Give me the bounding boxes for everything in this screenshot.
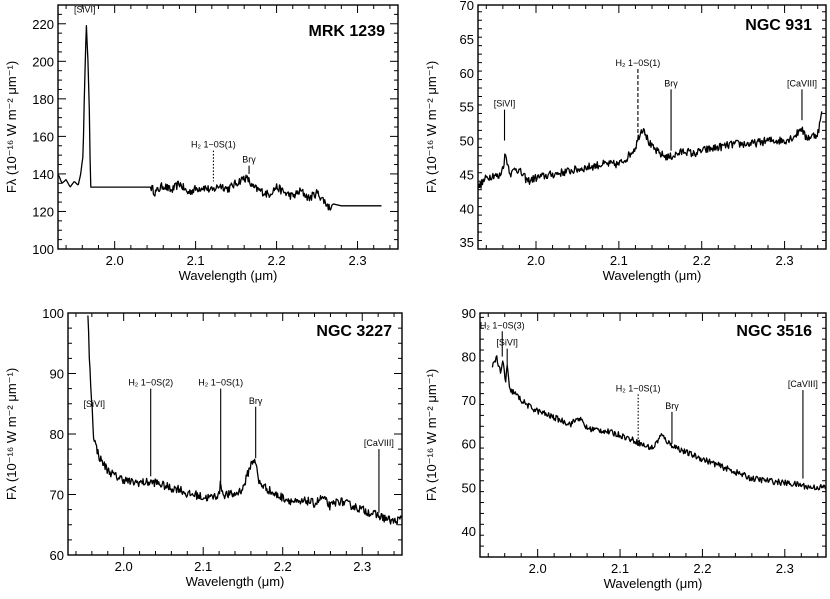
y-tick-label: 140 [32,167,54,182]
spectrum-line [478,111,823,190]
plot-frame [67,312,403,556]
line-label: Brγ [665,401,679,411]
x-axis-title: Wavelength (μm) [186,574,285,589]
spectrum-line [58,24,382,211]
x-tick-label: 2.0 [527,253,545,268]
y-tick-label: 100 [42,306,64,321]
y-tick-label: 55 [460,100,474,115]
panel-title: NGC 3516 [736,323,812,340]
y-tick-label: 70 [460,0,474,13]
x-tick-label: 2.2 [693,253,711,268]
x-tick-label: 2.0 [106,253,124,268]
y-tick-label: 70 [462,393,476,408]
y-tick-label: 220 [32,17,54,32]
line-label: [SiVI] [496,338,518,348]
y-tick-label: 40 [460,201,474,216]
y-tick-label: 80 [462,350,476,365]
line-label: [SiVI] [74,5,96,15]
plot-frame [57,4,399,250]
x-tick-label: 2.1 [194,559,212,574]
y-tick-label: 120 [32,204,54,219]
line-label: H₂ 1−0S(1) [616,383,661,393]
line-label: [CaVIII] [364,438,394,448]
y-tick-label: 70 [50,488,64,503]
panel-3: 2.0 2.1 2.2 2.3 60 70 80 90 100 Wavelength (μm) Fλ… [4,306,403,589]
line-label: H₂ 1−0S(1) [191,140,236,150]
x-tick-label: 2.1 [611,561,629,576]
line-label: H₂ 1−0S(1) [616,58,661,68]
line-label: Brγ [664,78,678,88]
y-axis-title: Fλ (10⁻¹⁶ W m⁻² μm⁻¹) [4,61,19,193]
panel-title: NGC 931 [745,17,812,34]
line-label: Brγ [242,155,256,165]
line-label: [CaVIII] [788,379,818,389]
y-tick-label: 90 [50,367,64,382]
y-tick-label: 100 [32,242,54,257]
y-tick-label: 65 [460,32,474,47]
y-axis-title: Fλ (10⁻¹⁶ W m⁻² μm⁻¹) [424,61,439,193]
y-tick-label: 60 [50,548,64,563]
y-tick-label: 50 [462,480,476,495]
y-tick-label: 180 [32,92,54,107]
plot-frame [477,4,827,250]
x-tick-label: 2.2 [268,253,286,268]
panel-title: NGC 3227 [316,323,392,340]
y-axis-title: Fλ (10⁻¹⁶ W m⁻² μm⁻¹) [424,369,439,501]
line-label: [SiVI] [83,399,105,409]
y-tick-label: 40 [462,524,476,539]
x-tick-label: 2.0 [115,559,133,574]
x-tick-label: 2.2 [693,561,711,576]
x-tick-label: 2.1 [187,253,205,268]
x-axis-title: Wavelength (μm) [603,268,702,283]
y-tick-label: 90 [462,306,476,321]
panel-1: 2.0 2.1 2.2 2.3 100 120 140 160 180 200 220 Wavelen… [4,4,399,283]
spectrum-line [87,315,402,526]
line-label: H₂ 1−0S(2) [128,378,173,388]
y-tick-label: 35 [460,235,474,250]
y-tick-label: 60 [462,437,476,452]
x-axis-title: Wavelength (μm) [179,268,278,283]
line-label: H₂ 1−0S(1) [198,378,243,388]
y-axis-title: Fλ (10⁻¹⁶ W m⁻² μm⁻¹) [4,368,19,500]
x-tick-label: 2.3 [776,561,794,576]
x-tick-label: 2.3 [776,253,794,268]
y-tick-label: 45 [460,167,474,182]
panel-2: 2.0 2.1 2.2 2.3 35 40 45 50 55 60 65 70 Wavelength (… [424,0,827,283]
line-label: [CaVIII] [787,78,817,88]
panel-4: 2.0 2.1 2.2 2.3 40 50 60 70 80 90 Wavelength (μm) F… [424,306,827,591]
line-label: [SiVI] [494,99,516,109]
spectrum-line [491,355,826,491]
panel-title: MRK 1239 [309,23,386,40]
y-tick-label: 80 [50,427,64,442]
x-tick-label: 2.3 [353,559,371,574]
y-tick-label: 160 [32,129,54,144]
x-tick-label: 2.0 [529,561,547,576]
y-tick-label: 200 [32,54,54,69]
x-tick-label: 2.2 [274,559,292,574]
line-label: Brγ [249,396,263,406]
line-label: H₂ 1−0S(3) [480,320,525,330]
x-tick-label: 2.1 [610,253,628,268]
y-tick-label: 60 [460,66,474,81]
x-tick-label: 2.3 [348,253,366,268]
plot-frame [479,312,827,558]
y-tick-label: 50 [460,134,474,149]
x-axis-title: Wavelength (μm) [604,576,703,591]
